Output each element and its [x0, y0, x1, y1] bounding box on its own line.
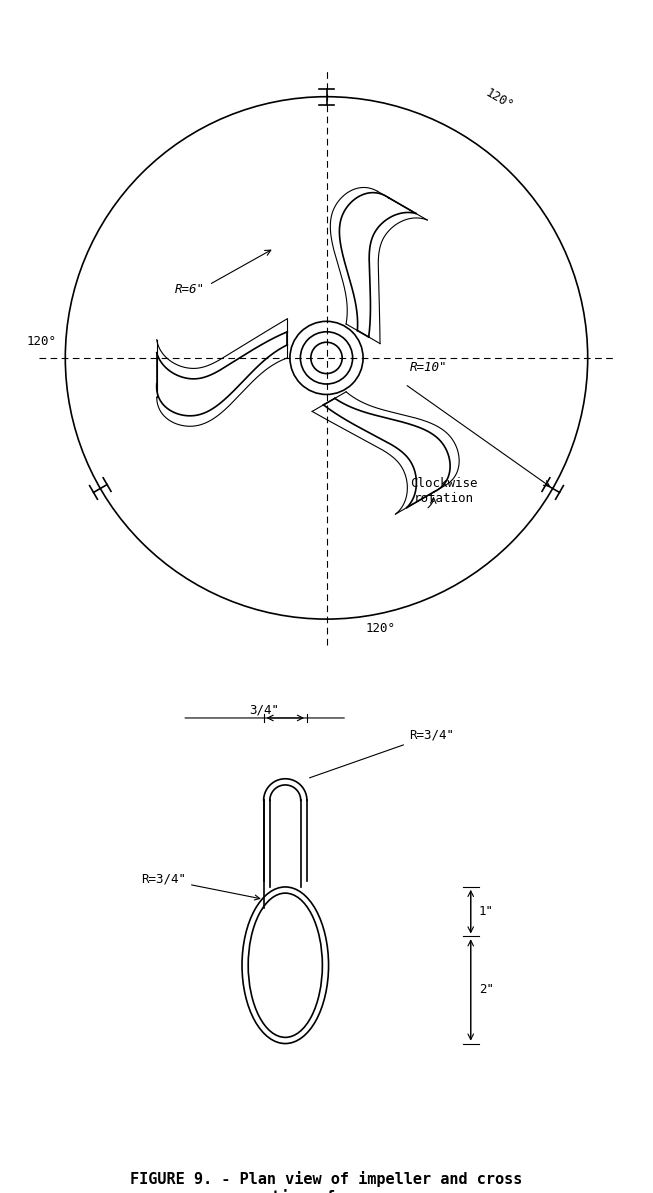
Text: 120°: 120°	[483, 87, 516, 113]
Text: FIGURE 9. - Plan view of impeller and cross
section of an arm.: FIGURE 9. - Plan view of impeller and cr…	[131, 1172, 522, 1193]
Text: 120°: 120°	[366, 623, 396, 635]
Text: R=6": R=6"	[175, 283, 205, 296]
Text: 2": 2"	[479, 983, 494, 996]
Text: R=3/4": R=3/4"	[141, 873, 260, 900]
Text: R=10": R=10"	[410, 361, 447, 373]
Text: 1": 1"	[479, 905, 494, 919]
Text: 120°: 120°	[26, 335, 56, 348]
Text: 3/4": 3/4"	[249, 704, 279, 717]
Text: Clockwise
rotation: Clockwise rotation	[410, 476, 478, 505]
Text: R=3/4": R=3/4"	[310, 729, 454, 778]
